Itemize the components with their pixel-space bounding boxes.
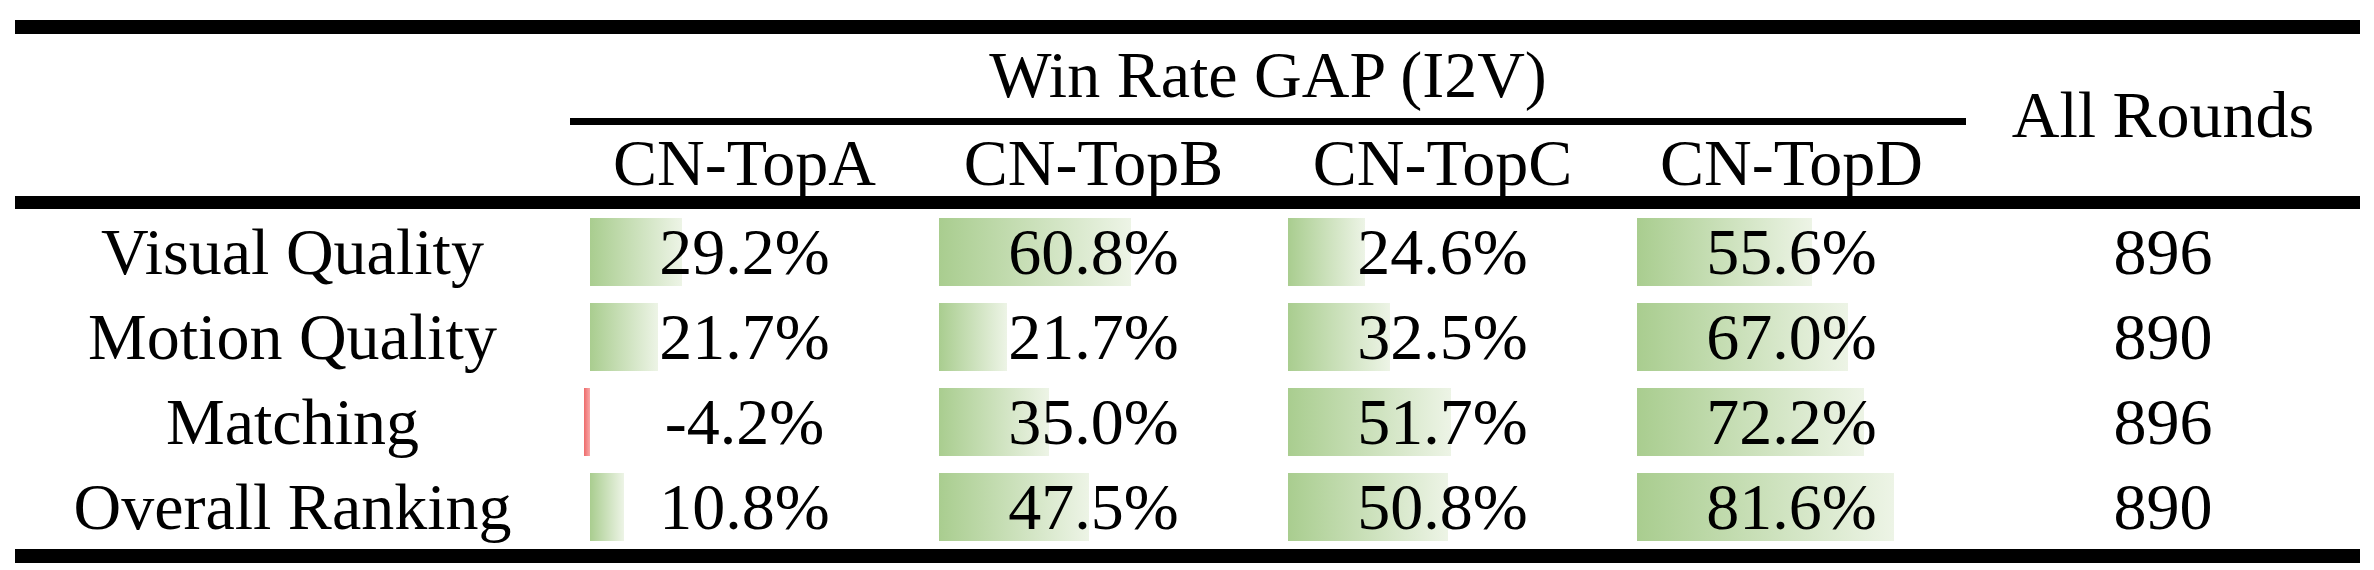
table-row: Overall Ranking 10.8% 47.5% 50.8% 81.6% bbox=[15, 464, 2360, 549]
win-rate-cell: 55.6% bbox=[1617, 209, 1966, 294]
win-rate-cell: 10.8% bbox=[570, 464, 919, 549]
win-rate-value: 51.7% bbox=[1357, 384, 1527, 460]
win-rate-value: 47.5% bbox=[1008, 469, 1178, 545]
column-header-cn-topb: CN-TopB bbox=[919, 125, 1268, 201]
win-rate-cell: 50.8% bbox=[1268, 464, 1617, 549]
data-bar bbox=[1288, 218, 1365, 286]
column-header-all-rounds: All Rounds bbox=[1966, 34, 2360, 196]
win-rate-value: 72.2% bbox=[1706, 384, 1876, 460]
row-label: Motion Quality bbox=[15, 294, 570, 379]
table-top-rule bbox=[15, 20, 2360, 34]
data-bar bbox=[939, 303, 1007, 371]
all-rounds-cell: 896 bbox=[1966, 379, 2360, 464]
group-header: Win Rate GAP (I2V) bbox=[570, 34, 1966, 116]
win-rate-cell: 51.7% bbox=[1268, 379, 1617, 464]
win-rate-value: 21.7% bbox=[1008, 299, 1178, 375]
win-rate-value: -4.2% bbox=[665, 384, 824, 460]
win-rate-cell: 81.6% bbox=[1617, 464, 1966, 549]
win-rate-cell: 21.7% bbox=[919, 294, 1268, 379]
win-rate-cell: 21.7% bbox=[570, 294, 919, 379]
column-header-cn-topc: CN-TopC bbox=[1268, 125, 1617, 201]
results-table: Win Rate GAP (I2V) CN-TopA CN-TopB CN-To… bbox=[15, 20, 2360, 563]
win-rate-value: 55.6% bbox=[1706, 214, 1876, 290]
win-rate-value: 32.5% bbox=[1357, 299, 1527, 375]
win-rate-cell: 60.8% bbox=[919, 209, 1268, 294]
win-rate-value: 67.0% bbox=[1706, 299, 1876, 375]
column-headers-row: CN-TopA CN-TopB CN-TopC CN-TopD bbox=[570, 125, 1966, 196]
row-label: Overall Ranking bbox=[15, 464, 570, 549]
win-rate-value: 50.8% bbox=[1357, 469, 1527, 545]
row-label: Matching bbox=[15, 379, 570, 464]
table-row: Visual Quality 29.2% 60.8% 24.6% 55.6% bbox=[15, 209, 2360, 294]
win-rate-cell: 24.6% bbox=[1268, 209, 1617, 294]
paper-table-figure: Win Rate GAP (I2V) CN-TopA CN-TopB CN-To… bbox=[0, 0, 2374, 570]
win-rate-cell: 35.0% bbox=[919, 379, 1268, 464]
data-bar bbox=[590, 473, 624, 541]
negative-data-bar bbox=[584, 388, 590, 456]
column-header-cn-topd: CN-TopD bbox=[1617, 125, 1966, 201]
all-rounds-value: 896 bbox=[2114, 384, 2213, 460]
table-row: Matching -4.2% 35.0% 51.7% 72.2% bbox=[15, 379, 2360, 464]
win-rate-cell: 72.2% bbox=[1617, 379, 1966, 464]
group-header-underline-rule bbox=[570, 118, 1966, 125]
win-rate-value: 24.6% bbox=[1357, 214, 1527, 290]
all-rounds-cell: 890 bbox=[1966, 464, 2360, 549]
win-rate-value: 29.2% bbox=[659, 214, 829, 290]
win-rate-value: 81.6% bbox=[1706, 469, 1876, 545]
win-rate-cell: 47.5% bbox=[919, 464, 1268, 549]
data-bar bbox=[590, 303, 658, 371]
table-row: Motion Quality 21.7% 21.7% 32.5% 67.0% bbox=[15, 294, 2360, 379]
table-header: Win Rate GAP (I2V) CN-TopA CN-TopB CN-To… bbox=[15, 34, 2360, 196]
win-rate-cell: 32.5% bbox=[1268, 294, 1617, 379]
column-header-cn-topa: CN-TopA bbox=[570, 125, 919, 201]
win-rate-value: 60.8% bbox=[1008, 214, 1178, 290]
table-body: Visual Quality 29.2% 60.8% 24.6% 55.6% bbox=[15, 209, 2360, 549]
table-bottom-rule bbox=[15, 549, 2360, 563]
win-rate-value: 10.8% bbox=[659, 469, 829, 545]
win-rate-cell: 29.2% bbox=[570, 209, 919, 294]
all-rounds-value: 896 bbox=[2114, 214, 2213, 290]
all-rounds-cell: 890 bbox=[1966, 294, 2360, 379]
all-rounds-value: 890 bbox=[2114, 299, 2213, 375]
win-rate-value: 21.7% bbox=[659, 299, 829, 375]
row-label: Visual Quality bbox=[15, 209, 570, 294]
win-rate-cell: -4.2% bbox=[570, 379, 919, 464]
win-rate-cell: 67.0% bbox=[1617, 294, 1966, 379]
win-rate-value: 35.0% bbox=[1008, 384, 1178, 460]
all-rounds-value: 890 bbox=[2114, 469, 2213, 545]
all-rounds-cell: 896 bbox=[1966, 209, 2360, 294]
